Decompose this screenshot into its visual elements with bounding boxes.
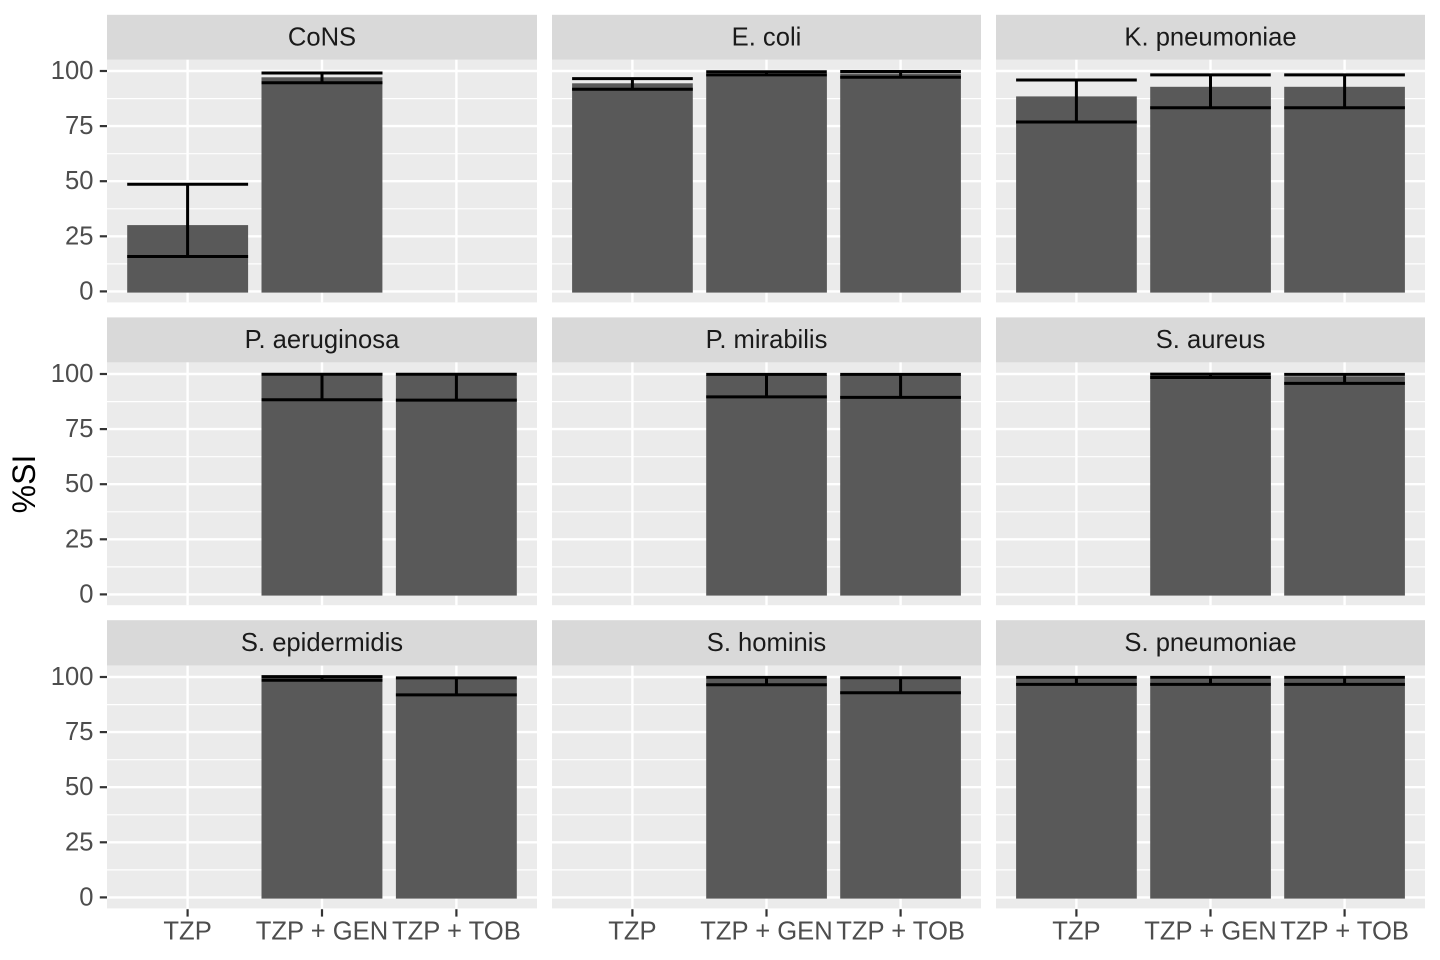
svg-text:TZP: TZP <box>163 918 211 946</box>
svg-text:0: 0 <box>79 883 93 911</box>
svg-text:S. epidermidis: S. epidermidis <box>241 629 403 657</box>
svg-text:100: 100 <box>51 360 94 388</box>
svg-text:50: 50 <box>65 167 93 195</box>
svg-text:TZP + GEN: TZP + GEN <box>700 918 833 946</box>
svg-text:0: 0 <box>79 277 93 305</box>
svg-text:TZP: TZP <box>608 918 656 946</box>
svg-text:50: 50 <box>65 773 93 801</box>
svg-text:%SI: %SI <box>6 455 42 514</box>
svg-text:100: 100 <box>51 57 94 85</box>
svg-text:S. aureus: S. aureus <box>1156 326 1266 354</box>
svg-text:E. coli: E. coli <box>732 23 802 51</box>
svg-text:S. hominis: S. hominis <box>707 629 826 657</box>
svg-text:100: 100 <box>51 663 94 691</box>
svg-text:75: 75 <box>65 112 93 140</box>
svg-text:TZP + TOB: TZP + TOB <box>836 918 965 946</box>
svg-text:25: 25 <box>65 525 93 553</box>
svg-text:P. aeruginosa: P. aeruginosa <box>245 326 400 354</box>
svg-text:P. mirabilis: P. mirabilis <box>706 326 828 354</box>
svg-text:TZP: TZP <box>1052 918 1100 946</box>
svg-text:25: 25 <box>65 828 93 856</box>
svg-text:K. pneumoniae: K. pneumoniae <box>1124 23 1296 51</box>
svg-text:75: 75 <box>65 718 93 746</box>
svg-text:S. pneumoniae: S. pneumoniae <box>1124 629 1296 657</box>
svg-text:75: 75 <box>65 415 93 443</box>
svg-text:TZP + GEN: TZP + GEN <box>1144 918 1277 946</box>
svg-text:50: 50 <box>65 470 93 498</box>
svg-text:25: 25 <box>65 222 93 250</box>
svg-text:TZP + TOB: TZP + TOB <box>392 918 521 946</box>
svg-text:0: 0 <box>79 580 93 608</box>
svg-text:TZP + TOB: TZP + TOB <box>1280 918 1409 946</box>
svg-text:CoNS: CoNS <box>288 23 356 51</box>
svg-text:TZP + GEN: TZP + GEN <box>256 918 389 946</box>
